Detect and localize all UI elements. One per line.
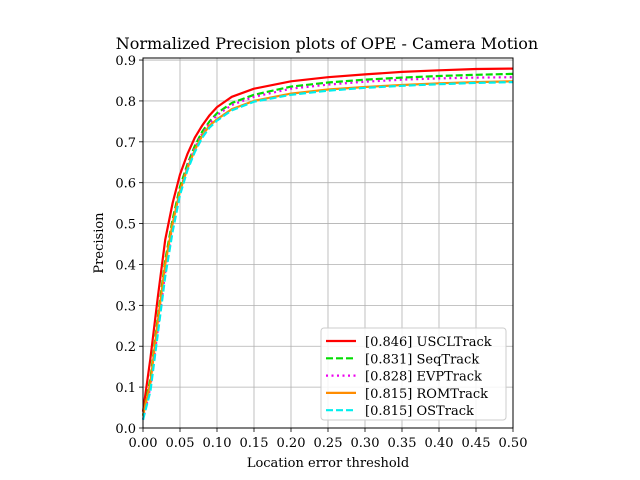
- y-axis-ticks: 0.0 0.1 0.2 0.3 0.4 0.5 0.6 0.7 0.8 0.9: [115, 54, 143, 437]
- x-tick-label: 0.20: [277, 436, 306, 451]
- y-tick-label: 0.7: [115, 136, 136, 151]
- series-line-2: [141, 76, 514, 421]
- y-tick-label: 0.2: [115, 340, 136, 355]
- x-tick-label: 0.50: [499, 436, 528, 451]
- x-axis-ticks: 0.00 0.05 0.10 0.15 0.20 0.25 0.30 0.35 0.40 0.45…: [129, 428, 528, 451]
- x-tick-label: 0.30: [351, 436, 380, 451]
- x-tick-label: 0.45: [462, 436, 491, 451]
- legend: [0.846] USCLTrack [0.831] SeqTrack [0.828]…: [320, 327, 507, 421]
- series-line-4: [141, 81, 514, 421]
- y-tick-label: 0.3: [115, 299, 136, 314]
- y-tick-label: 0.6: [115, 177, 136, 192]
- y-tick-label: 0.0: [115, 422, 136, 437]
- x-tick-label: 0.10: [203, 436, 232, 451]
- legend-label-0: [0.846] USCLTrack: [365, 335, 492, 350]
- legend-label-2: [0.828] EVPTrack: [365, 370, 482, 385]
- x-tick-label: 0.40: [425, 436, 454, 451]
- series-lines: [141, 67, 514, 421]
- y-tick-label: 0.5: [115, 218, 136, 233]
- x-axis-label: Location error threshold: [247, 456, 409, 471]
- y-axis-label: Precision: [92, 212, 107, 274]
- legend-label-3: [0.815] ROMTrack: [365, 387, 488, 402]
- y-tick-label: 0.4: [115, 258, 136, 273]
- legend-label-1: [0.831] SeqTrack: [365, 352, 479, 367]
- series-line-0: [141, 67, 514, 412]
- x-tick-label: 0.00: [129, 436, 158, 451]
- y-tick-label: 0.1: [115, 381, 136, 396]
- y-tick-label: 0.9: [115, 54, 136, 69]
- x-tick-label: 0.25: [314, 436, 343, 451]
- series-line-3: [141, 80, 514, 416]
- x-tick-label: 0.05: [166, 436, 195, 451]
- legend-label-4: [0.815] OSTrack: [365, 404, 474, 419]
- legend-box: [320, 327, 507, 421]
- x-tick-label: 0.15: [240, 436, 269, 451]
- y-tick-label: 0.8: [115, 95, 136, 110]
- x-tick-label: 0.35: [388, 436, 417, 451]
- chart-title: Normalized Precision plots of OPE - Came…: [116, 34, 538, 53]
